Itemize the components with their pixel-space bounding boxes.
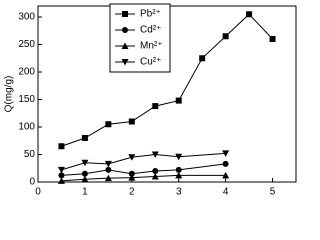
- data-point: [128, 170, 135, 177]
- data-point: [152, 168, 159, 174]
- data-point: [222, 150, 230, 157]
- x-tick-label: 2: [129, 187, 135, 198]
- data-point: [151, 173, 159, 180]
- legend-marker: [121, 59, 129, 66]
- data-point: [222, 33, 229, 40]
- data-point: [57, 177, 65, 184]
- y-tick-label: 50: [24, 149, 36, 160]
- y-axis-label: Q(mg/g): [4, 76, 15, 113]
- x-tick-label: 1: [82, 187, 88, 198]
- data-point: [222, 171, 230, 179]
- data-point: [199, 55, 206, 62]
- x-tick-label: 3: [176, 187, 182, 198]
- data-point: [81, 135, 88, 141]
- legend-marker: [121, 42, 129, 49]
- legend-label: Mn²⁺: [140, 41, 163, 52]
- y-tick-label: 300: [18, 12, 35, 23]
- legend-label: Pb²⁺: [140, 9, 161, 20]
- data-point: [269, 36, 276, 42]
- data-point: [175, 153, 183, 161]
- data-point: [175, 171, 183, 179]
- legend-box: [109, 3, 171, 73]
- data-point: [104, 160, 112, 168]
- data-point: [81, 159, 89, 167]
- data-point: [246, 11, 253, 18]
- y-tick-label: 250: [18, 39, 35, 50]
- data-point: [151, 151, 159, 158]
- data-point: [128, 118, 135, 125]
- y-tick-label: 150: [18, 94, 35, 105]
- y-tick-label: 0: [29, 177, 35, 188]
- data-point: [175, 97, 182, 104]
- y-tick-label: 100: [18, 122, 35, 133]
- series-line: [61, 13, 273, 147]
- legend-marker: [122, 27, 128, 33]
- legend-label: Cu²⁺: [140, 57, 161, 68]
- x-tick-label: 5: [270, 187, 276, 198]
- data-point: [128, 154, 136, 161]
- data-point: [57, 166, 65, 174]
- legend-marker: [122, 11, 128, 17]
- data-point: [105, 121, 112, 128]
- data-point: [222, 160, 229, 167]
- x-tick-label: 4: [223, 187, 229, 198]
- data-point: [58, 143, 65, 150]
- chart: Q(mg/g) 0 50 100 150 200 250 300 0 1 2 3 4 5 Pb²⁺ Cd²⁺…: [4, 3, 297, 198]
- x-tick-label: 0: [35, 187, 41, 198]
- data-point: [81, 170, 88, 177]
- data-point: [152, 103, 159, 110]
- y-tick-label: 200: [18, 67, 35, 78]
- data-point: [175, 166, 182, 173]
- data-point: [81, 175, 89, 183]
- legend-label: Cd²⁺: [140, 25, 161, 36]
- data-point: [128, 174, 136, 181]
- data-point: [58, 172, 65, 179]
- data-point: [104, 174, 112, 182]
- data-point: [105, 166, 112, 173]
